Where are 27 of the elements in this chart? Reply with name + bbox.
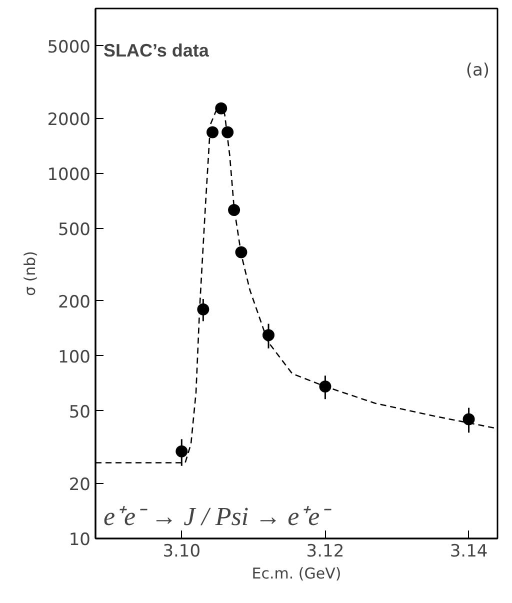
point <box>462 413 475 426</box>
y-axis-title: σ (nb) <box>21 250 40 296</box>
point <box>176 445 188 458</box>
y-tick-label: 50 <box>68 402 91 422</box>
x-axis-title: Ec.m. (GeV) <box>252 564 342 582</box>
point <box>228 204 240 216</box>
point <box>215 102 228 114</box>
x-tick-label: 3.14 <box>450 542 488 562</box>
annotation: (a) <box>466 60 490 80</box>
y-tick-label: 5000 <box>47 37 90 58</box>
y-tick-label: 10 <box>68 530 91 550</box>
point <box>206 126 219 138</box>
x-tick-label: 3.12 <box>306 542 344 562</box>
y-tick-label: 200 <box>58 292 91 312</box>
point <box>197 303 210 316</box>
y-tick-label: 1000 <box>47 164 90 185</box>
point <box>235 246 248 258</box>
annotation: SLAC’s data <box>104 40 210 60</box>
y-tick-label: 20 <box>68 475 91 496</box>
point <box>319 380 332 393</box>
y-tick-label: 500 <box>58 220 91 240</box>
annotation: e⁺e⁻ → J / Psi → e⁺e⁻ <box>104 502 332 531</box>
y-tick-label: 100 <box>58 347 91 368</box>
point <box>222 126 234 138</box>
x-tick-label: 3.10 <box>162 542 201 562</box>
point <box>262 329 275 342</box>
y-tick-label: 2000 <box>47 110 90 130</box>
